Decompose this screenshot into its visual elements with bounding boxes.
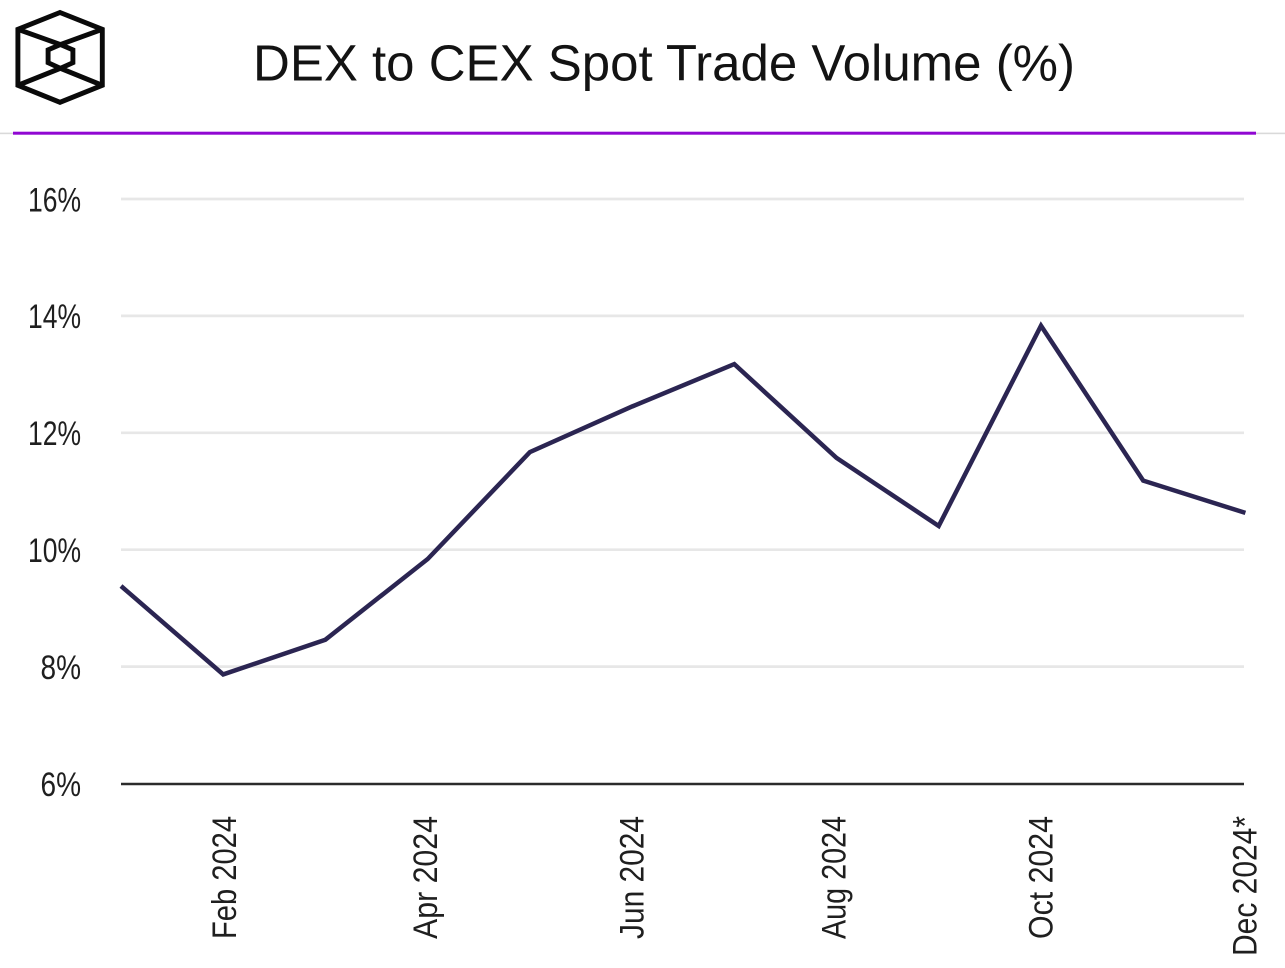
svg-text:Oct 2024: Oct 2024 <box>1022 816 1060 939</box>
svg-text:16%: 16% <box>28 181 81 219</box>
svg-text:10%: 10% <box>28 532 81 570</box>
svg-text:Feb 2024: Feb 2024 <box>206 816 244 939</box>
svg-text:Apr 2024: Apr 2024 <box>407 816 445 939</box>
svg-text:12%: 12% <box>28 415 81 453</box>
svg-text:14%: 14% <box>28 298 81 336</box>
svg-text:6%: 6% <box>41 766 82 804</box>
svg-text:DEX to CEX Spot Trade Volume (: DEX to CEX Spot Trade Volume (%) <box>253 35 1075 92</box>
svg-text:Jun 2024: Jun 2024 <box>613 816 651 939</box>
svg-text:8%: 8% <box>41 649 82 687</box>
svg-text:Dec 2024*: Dec 2024* <box>1227 816 1265 956</box>
svg-text:Aug 2024: Aug 2024 <box>816 816 854 939</box>
